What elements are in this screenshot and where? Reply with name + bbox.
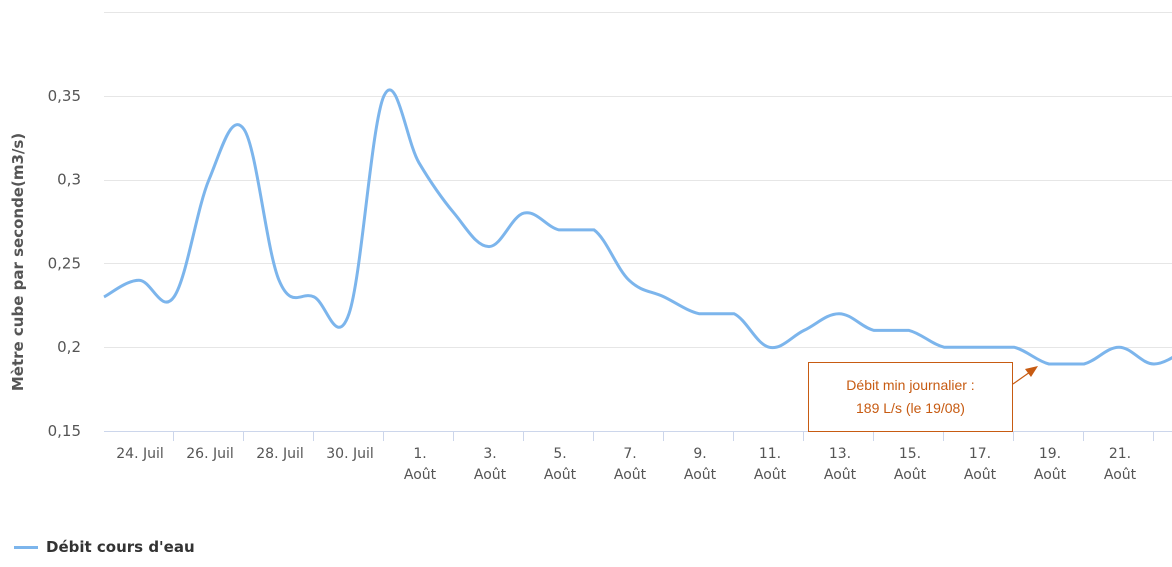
x-tick-label: Août xyxy=(544,467,577,483)
x-tick-label: 19. xyxy=(1039,446,1061,462)
x-tick-label: 30. Juil xyxy=(326,446,374,462)
y-tick-label: 0,15 xyxy=(48,422,81,440)
x-tick-label: 21. xyxy=(1109,446,1131,462)
x-tick-label: Août xyxy=(684,467,717,483)
x-tick-label: Août xyxy=(754,467,787,483)
legend-label[interactable]: Débit cours d'eau xyxy=(46,538,195,556)
x-tick-label: 11. xyxy=(759,446,781,462)
x-tick-label: Août xyxy=(474,467,507,483)
x-tick-label: 3. xyxy=(483,446,496,462)
x-tick-label: 5. xyxy=(553,446,566,462)
annotation-arrow xyxy=(1012,366,1038,385)
y-tick-label: 0,35 xyxy=(48,87,81,105)
x-tick-label: Août xyxy=(404,467,437,483)
x-tick-label: Août xyxy=(614,467,647,483)
annotation-line-2: 189 L/s (le 19/08) xyxy=(856,400,965,416)
y-axis-title: Mètre cube par seconde(m3/s) xyxy=(9,133,27,391)
x-tick-label: Août xyxy=(964,467,997,483)
min-flow-annotation: Débit min journalier : 189 L/s (le 19/08… xyxy=(808,362,1013,432)
x-axis: 24. Juil 26. Juil 28. Juil 30. Juil 1. Août 3.… xyxy=(116,431,1154,483)
x-tick-label: 15. xyxy=(899,446,921,462)
x-tick-label: Août xyxy=(1104,467,1137,483)
annotation-arrow-head xyxy=(1025,366,1038,377)
y-tick-label: 0,2 xyxy=(57,338,81,356)
x-tick-label: Août xyxy=(1034,467,1067,483)
legend-swatch xyxy=(14,545,38,549)
y-tick-label: 0,3 xyxy=(57,171,81,189)
x-tick-label: 24. Juil xyxy=(116,446,164,462)
x-tick-label: Août xyxy=(894,467,927,483)
x-tick-label: 1. xyxy=(413,446,426,462)
y-axis-labels: 0,15 0,2 0,25 0,3 0,35 xyxy=(48,87,81,440)
annotation-arrow-line xyxy=(1012,371,1031,385)
x-tick-label: 9. xyxy=(693,446,706,462)
x-tick-label: Août xyxy=(824,467,857,483)
x-tick-label: 28. Juil xyxy=(256,446,304,462)
legend[interactable]: Débit cours d'eau xyxy=(14,538,195,556)
x-tick-label: 7. xyxy=(623,446,636,462)
x-tick-label: 13. xyxy=(829,446,851,462)
annotation-line-1: Débit min journalier : xyxy=(846,377,975,393)
x-tick-label: 17. xyxy=(969,446,991,462)
x-tick-label: 26. Juil xyxy=(186,446,234,462)
y-tick-label: 0,25 xyxy=(48,254,81,272)
series-line xyxy=(103,88,1172,366)
